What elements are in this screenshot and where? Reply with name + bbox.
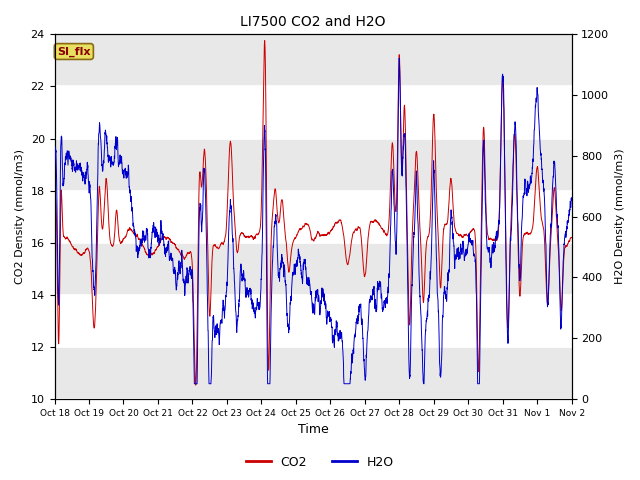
CO2 bbox=[272, 187, 280, 193]
CO2 bbox=[51, 212, 58, 218]
H2O bbox=[109, 162, 117, 168]
Bar bbox=[54, 139, 572, 191]
H2O bbox=[396, 55, 403, 61]
X-axis label: Time: Time bbox=[298, 423, 328, 436]
H2O bbox=[249, 300, 257, 306]
Title: LI7500 CO2 and H2O: LI7500 CO2 and H2O bbox=[240, 15, 386, 29]
Y-axis label: H2O Density (mmol/m3): H2O Density (mmol/m3) bbox=[615, 149, 625, 285]
H2O bbox=[191, 381, 198, 386]
H2O bbox=[271, 217, 279, 223]
Line: H2O: H2O bbox=[54, 58, 572, 384]
CO2 bbox=[502, 252, 510, 257]
Legend: CO2, H2O: CO2, H2O bbox=[241, 451, 399, 474]
Line: CO2: CO2 bbox=[54, 41, 572, 385]
CO2 bbox=[249, 236, 257, 241]
Bar bbox=[54, 35, 572, 86]
H2O bbox=[568, 195, 575, 201]
CO2 bbox=[192, 382, 200, 388]
CO2 bbox=[558, 303, 566, 309]
Bar bbox=[54, 243, 572, 295]
H2O bbox=[502, 262, 510, 267]
CO2 bbox=[261, 38, 269, 44]
Y-axis label: CO2 Density (mmol/m3): CO2 Density (mmol/m3) bbox=[15, 149, 25, 284]
H2O bbox=[140, 238, 148, 243]
CO2 bbox=[140, 245, 148, 251]
CO2 bbox=[568, 235, 575, 240]
H2O bbox=[558, 308, 566, 314]
CO2 bbox=[109, 241, 117, 247]
H2O bbox=[51, 162, 58, 168]
Bar bbox=[54, 347, 572, 399]
Text: SI_flx: SI_flx bbox=[57, 47, 91, 57]
